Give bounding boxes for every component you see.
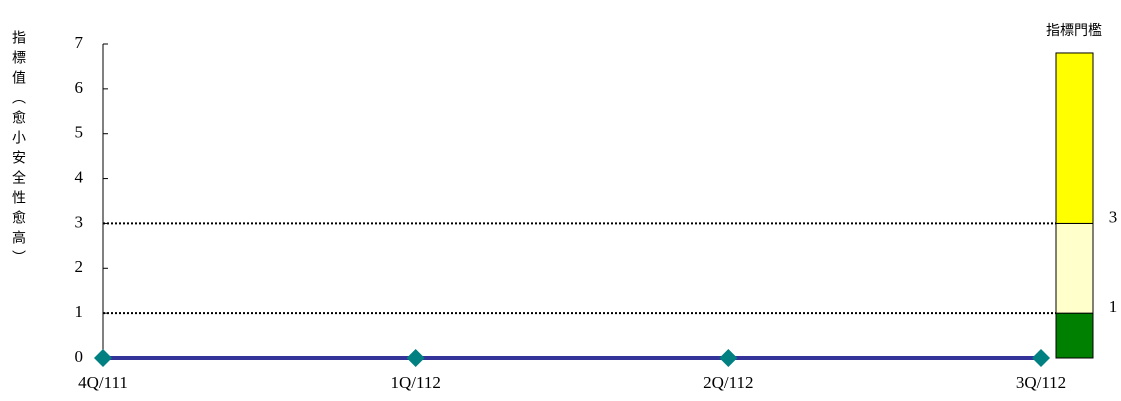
threshold-label: 1 [1109, 297, 1118, 316]
y-tick-label: 6 [75, 78, 84, 97]
x-tick-label: 4Q/111 [78, 373, 128, 392]
threshold-band [1055, 52, 1094, 224]
y-tick-label: 1 [75, 302, 84, 321]
marker [406, 349, 425, 367]
threshold-label: 3 [1109, 207, 1118, 226]
y-tick-label: 7 [75, 33, 84, 52]
marker [719, 349, 738, 367]
threshold-band [1055, 222, 1094, 314]
marker [94, 349, 112, 367]
x-tick-label: 3Q/112 [1016, 373, 1066, 392]
y-tick-label: 5 [75, 123, 84, 142]
y-tick-label: 0 [75, 347, 84, 366]
x-tick-label: 2Q/112 [703, 373, 753, 392]
threshold-band [1055, 312, 1094, 359]
y-tick-label: 2 [75, 257, 84, 276]
marker [1032, 349, 1050, 367]
threshold-title: 指標門檻 [1046, 22, 1102, 39]
y-axis-label: 指標值（愈小安全性愈高） [10, 30, 26, 270]
y-tick-label: 3 [75, 212, 84, 231]
y-tick-label: 4 [75, 167, 84, 186]
x-tick-label: 1Q/112 [390, 373, 440, 392]
